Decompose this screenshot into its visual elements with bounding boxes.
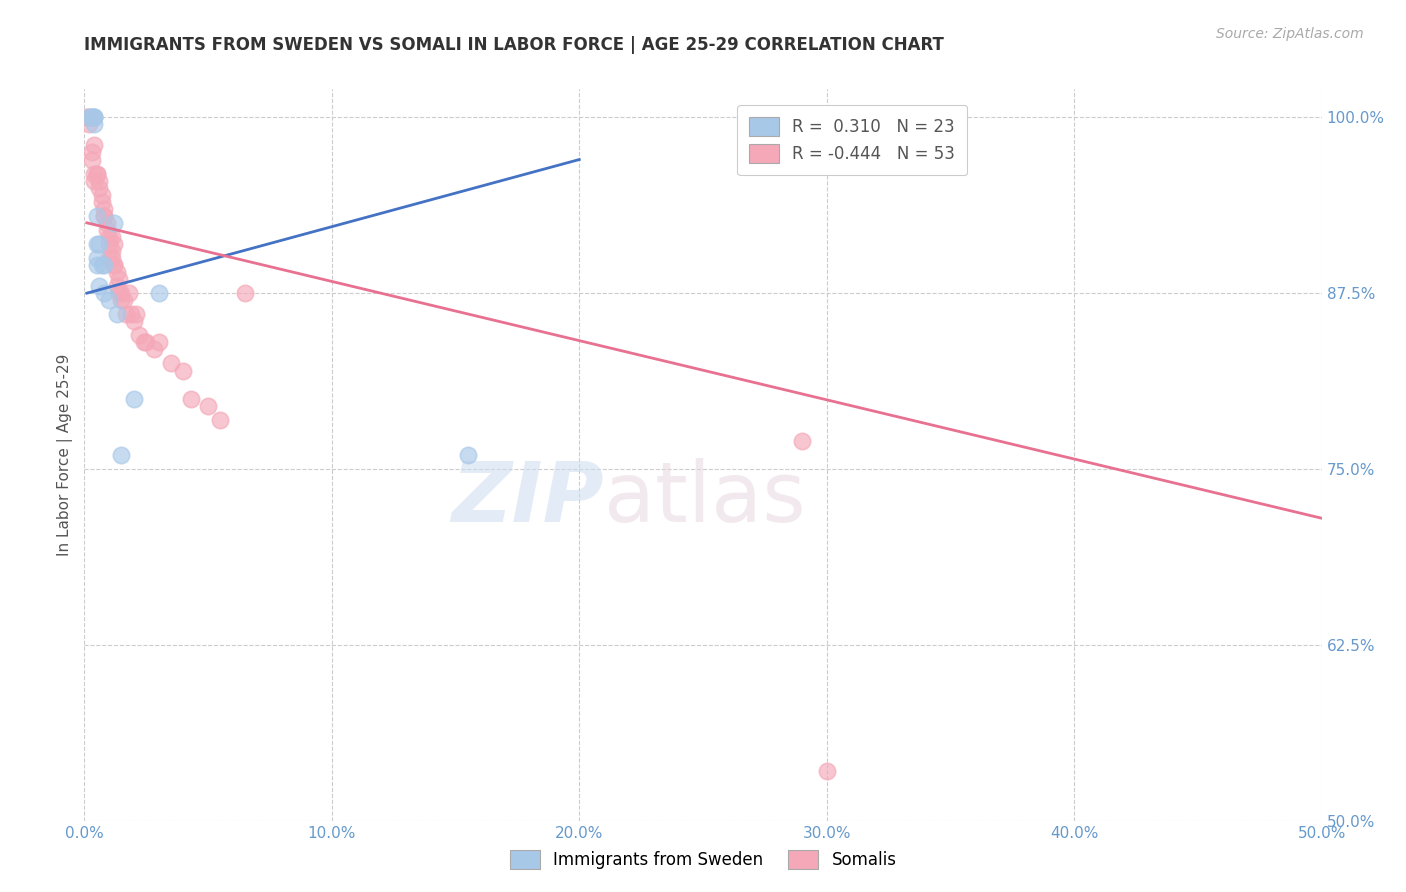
Point: [180, 392, 202, 406]
Point: [108, 272, 131, 286]
Point: [142, 343, 165, 357]
Point: [83, 111, 105, 125]
Point: [100, 251, 122, 265]
Point: [233, 286, 256, 301]
Point: [103, 258, 125, 272]
Point: [103, 258, 125, 272]
Point: [89, 180, 111, 194]
Point: [89, 174, 111, 188]
Point: [79, 117, 101, 131]
Point: [118, 286, 141, 301]
Point: [79, 111, 101, 125]
Point: [135, 335, 157, 350]
Text: ZIP: ZIP: [451, 458, 605, 540]
Point: [105, 279, 128, 293]
Point: [96, 223, 118, 237]
Point: [80, 153, 103, 167]
Y-axis label: In Labor Force | Age 25-29: In Labor Force | Age 25-29: [58, 354, 73, 556]
Point: [125, 307, 148, 321]
Point: [115, 307, 138, 321]
Point: [815, 764, 838, 779]
Point: [108, 286, 131, 301]
Point: [86, 167, 108, 181]
Text: IMMIGRANTS FROM SWEDEN VS SOMALI IN LABOR FORCE | AGE 25-29 CORRELATION CHART: IMMIGRANTS FROM SWEDEN VS SOMALI IN LABO…: [84, 36, 945, 54]
Point: [93, 209, 115, 223]
Legend: R =  0.310   N = 23, R = -0.444   N = 53: R = 0.310 N = 23, R = -0.444 N = 53: [737, 105, 967, 175]
Point: [122, 392, 145, 406]
Point: [209, 413, 232, 427]
Point: [90, 187, 112, 202]
Text: atlas: atlas: [605, 458, 806, 540]
Point: [80, 145, 103, 160]
Point: [110, 286, 132, 301]
Point: [103, 236, 125, 251]
Point: [86, 258, 108, 272]
Point: [90, 194, 112, 209]
Point: [83, 111, 105, 125]
Point: [112, 293, 135, 308]
Point: [93, 209, 115, 223]
Point: [100, 244, 122, 258]
Point: [83, 111, 105, 125]
Text: Source: ZipAtlas.com: Source: ZipAtlas.com: [1216, 27, 1364, 41]
Point: [132, 335, 155, 350]
Point: [122, 314, 145, 328]
Point: [89, 279, 111, 293]
Point: [83, 138, 105, 153]
Point: [83, 167, 105, 181]
Point: [80, 111, 103, 125]
Point: [98, 251, 121, 265]
Point: [86, 251, 108, 265]
Point: [98, 230, 121, 244]
Point: [96, 216, 118, 230]
Point: [86, 236, 108, 251]
Point: [457, 448, 479, 462]
Point: [76, 111, 98, 125]
Point: [105, 265, 128, 279]
Point: [197, 399, 219, 413]
Point: [103, 216, 125, 230]
Point: [93, 286, 115, 301]
Point: [98, 293, 121, 308]
Legend: Immigrants from Sweden, Somalis: Immigrants from Sweden, Somalis: [499, 840, 907, 880]
Point: [98, 236, 121, 251]
Point: [83, 174, 105, 188]
Point: [120, 307, 142, 321]
Point: [100, 230, 122, 244]
Point: [128, 328, 150, 343]
Point: [93, 258, 115, 272]
Point: [110, 293, 132, 308]
Point: [79, 111, 101, 125]
Point: [83, 117, 105, 131]
Point: [790, 434, 813, 448]
Point: [110, 448, 132, 462]
Point: [90, 258, 112, 272]
Point: [93, 202, 115, 216]
Point: [172, 363, 194, 377]
Point: [148, 286, 170, 301]
Point: [89, 236, 111, 251]
Point: [80, 111, 103, 125]
Point: [86, 209, 108, 223]
Point: [105, 307, 128, 321]
Point: [86, 167, 108, 181]
Point: [148, 335, 170, 350]
Point: [160, 356, 183, 371]
